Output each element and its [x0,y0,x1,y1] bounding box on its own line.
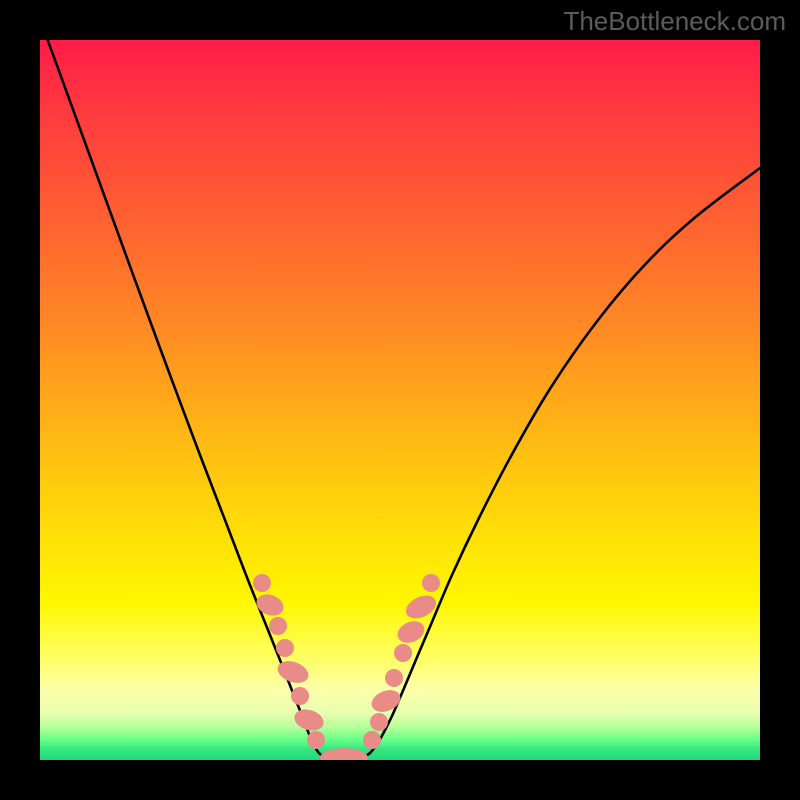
marker-left-0 [253,574,271,592]
marker-right-4 [394,644,412,662]
chart-container: TheBottleneck.com [0,0,800,800]
marker-right-7 [422,574,440,592]
marker-left-3 [276,639,294,657]
plot-area [40,40,760,760]
marker-left-5 [291,687,309,705]
watermark-text: TheBottleneck.com [563,6,786,37]
marker-left-7 [307,731,325,749]
marker-right-0 [363,731,381,749]
plot-svg [40,40,760,760]
marker-right-1 [370,713,388,731]
marker-right-3 [385,669,403,687]
marker-left-2 [269,617,287,635]
